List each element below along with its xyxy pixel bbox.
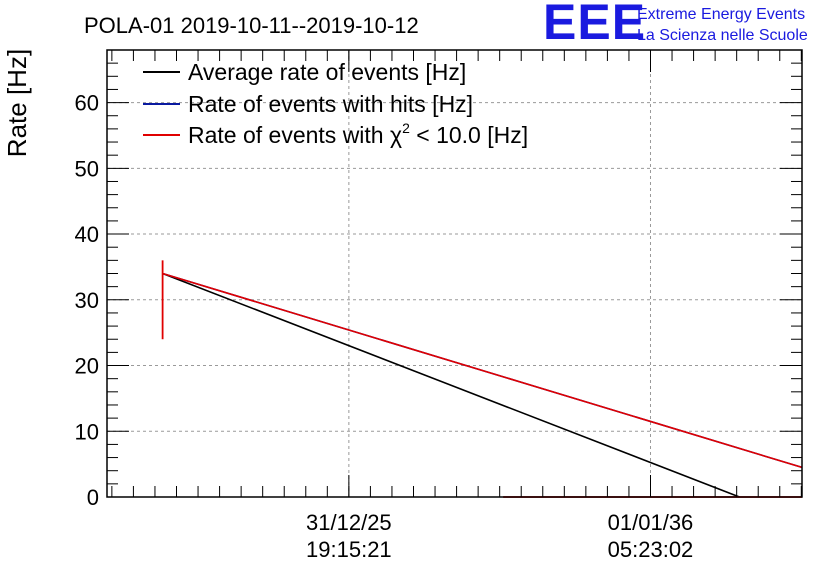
- y-tick-label: 30: [75, 288, 99, 313]
- y-tick-label: 0: [87, 485, 99, 510]
- x-tick-time: 05:23:02: [608, 537, 694, 562]
- y-tick-label: 50: [75, 156, 99, 181]
- eee-logo: EEE Extreme Energy Events La Scienza nel…: [543, 0, 808, 50]
- y-tick-label: 20: [75, 354, 99, 379]
- legend-chi2-sup: 2: [402, 120, 410, 136]
- y-tick-labels: 0 10 20 30 40 50 60: [75, 91, 99, 510]
- legend-chi2-prefix: Rate of events with χ: [188, 122, 402, 148]
- x-tick-date: 01/01/36: [608, 510, 694, 535]
- eee-logo-mark: EEE: [543, 0, 646, 50]
- legend: Average rate of events [Hz] Rate of even…: [143, 59, 528, 148]
- eee-logo-line1: Extreme Energy Events: [637, 6, 805, 23]
- y-tick-label: 60: [75, 91, 99, 116]
- y-tick-label: 40: [75, 222, 99, 247]
- ticks: [107, 49, 802, 498]
- legend-label-hits: Rate of events with hits [Hz]: [188, 91, 473, 117]
- x-tick-time: 19:15:21: [306, 537, 392, 562]
- plot-frame: [106, 49, 803, 498]
- series-line-0: [162, 272, 740, 498]
- chart-title: POLA-01 2019-10-11--2019-10-12: [84, 13, 419, 38]
- series-group: [161, 260, 803, 498]
- legend-label-chi2: Rate of events with χ2 < 10.0 [Hz]: [188, 120, 528, 148]
- legend-chi2-suffix: < 10.0 [Hz]: [410, 122, 528, 148]
- grid: [107, 50, 802, 497]
- legend-label-average: Average rate of events [Hz]: [188, 59, 466, 85]
- y-axis-label: Rate [Hz]: [2, 49, 32, 157]
- eee-logo-line2: La Scienza nelle Scuole: [637, 27, 808, 44]
- series-line-2: [162, 272, 803, 469]
- y-tick-label: 10: [75, 419, 99, 444]
- x-tick-date: 31/12/25: [306, 510, 392, 535]
